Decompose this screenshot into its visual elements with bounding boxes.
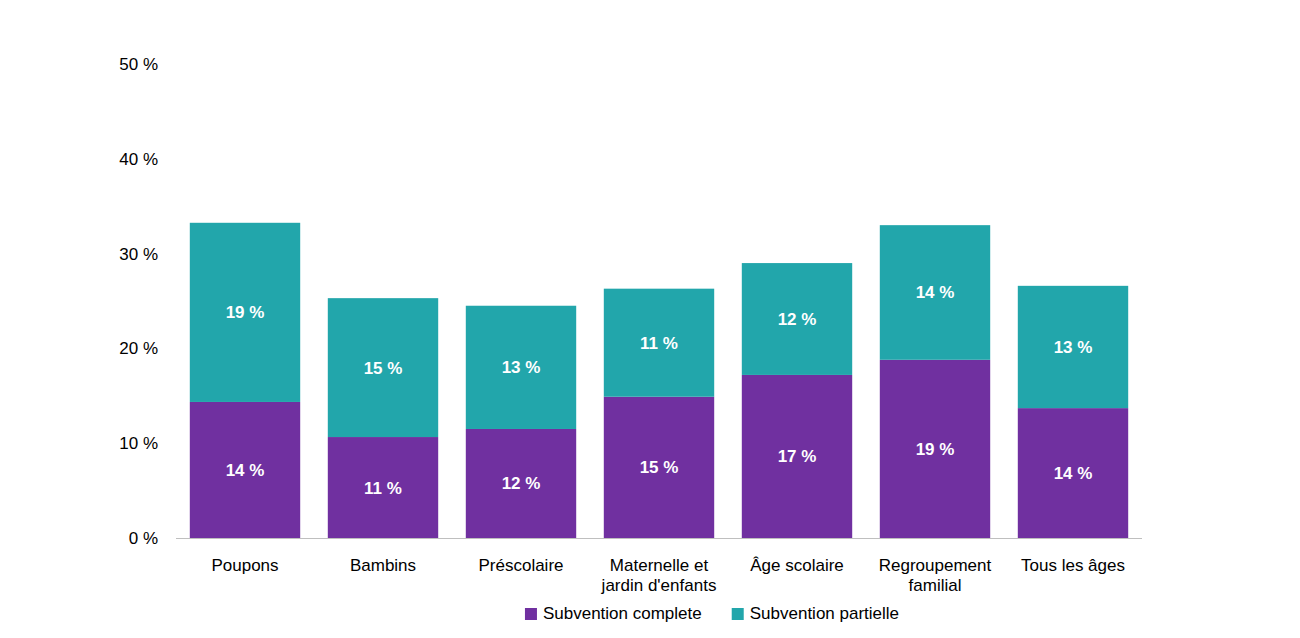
data-label: 15 % xyxy=(364,359,403,378)
bars xyxy=(190,223,1128,538)
data-label: 19 % xyxy=(916,440,955,459)
x-tick-label-line: Bambins xyxy=(350,556,416,575)
data-label: 14 % xyxy=(226,461,265,480)
x-axis xyxy=(176,538,1142,539)
y-tick-label: 40 % xyxy=(119,150,158,169)
bar-segment xyxy=(328,298,438,437)
data-label: 15 % xyxy=(640,458,679,477)
x-tick-label-line: Poupons xyxy=(211,556,278,575)
bar-segment xyxy=(466,306,576,429)
x-tick-label-line: familial xyxy=(909,576,962,595)
bar-segment xyxy=(190,402,300,538)
bar-segment xyxy=(604,289,714,397)
x-tick-label: Âge scolaire xyxy=(750,556,844,575)
y-tick-label: 50 % xyxy=(119,55,158,74)
data-label: 14 % xyxy=(916,283,955,302)
legend-swatch xyxy=(525,608,537,620)
y-tick-label: 20 % xyxy=(119,339,158,358)
legend-swatch xyxy=(732,608,744,620)
data-label: 11 % xyxy=(364,479,402,498)
data-labels: 14 % 11 % 12 % 15 % 17 % 19 % 14 % 19 % 15 % 13 %… xyxy=(226,283,1093,497)
x-tick-label: Maternelle etjardin d'enfants xyxy=(601,556,717,595)
data-label: 17 % xyxy=(778,447,817,466)
x-tick-label: Préscolaire xyxy=(478,556,563,575)
x-tick-label: Bambins xyxy=(350,556,416,575)
data-label: 19 % xyxy=(226,303,265,322)
y-tick-label: 30 % xyxy=(119,245,158,264)
bar-segment xyxy=(1018,408,1128,538)
x-tick-label: Poupons xyxy=(211,556,278,575)
data-label: 13 % xyxy=(502,358,541,377)
bar-segment xyxy=(880,360,990,538)
x-tick-label-line: Maternelle et xyxy=(610,556,709,575)
bar-segment xyxy=(1018,286,1128,408)
data-label: 12 % xyxy=(778,310,817,329)
bar-segment xyxy=(742,263,852,375)
x-tick-label: Tous les âges xyxy=(1021,556,1125,575)
y-tick-label: 10 % xyxy=(119,434,158,453)
x-tick-label-line: Âge scolaire xyxy=(750,556,844,575)
bar-segment xyxy=(880,225,990,360)
x-tick-label: Regroupementfamilial xyxy=(879,556,992,595)
bar-segment xyxy=(328,437,438,538)
legend-label: Subvention complete xyxy=(543,604,702,623)
data-label: 13 % xyxy=(1054,338,1093,357)
bar-segment xyxy=(742,375,852,538)
x-tick-label-line: jardin d'enfants xyxy=(601,576,717,595)
data-label: 11 % xyxy=(640,334,678,353)
chart: 0 %10 %20 %30 %40 %50 %14 %11 %12 %15 %1… xyxy=(0,0,1300,638)
bar-segment xyxy=(190,223,300,402)
x-tick-label-line: Tous les âges xyxy=(1021,556,1125,575)
bar-segment xyxy=(466,429,576,538)
bar-segment xyxy=(604,397,714,538)
y-tick-label: 0 % xyxy=(129,529,158,548)
x-tick-label-line: Préscolaire xyxy=(478,556,563,575)
data-label: 14 % xyxy=(1054,464,1093,483)
legend: Subvention complete Subvention partielle xyxy=(525,604,899,623)
x-tick-label-line: Regroupement xyxy=(879,556,992,575)
data-label: 12 % xyxy=(502,474,541,493)
legend-label: Subvention partielle xyxy=(750,604,899,623)
